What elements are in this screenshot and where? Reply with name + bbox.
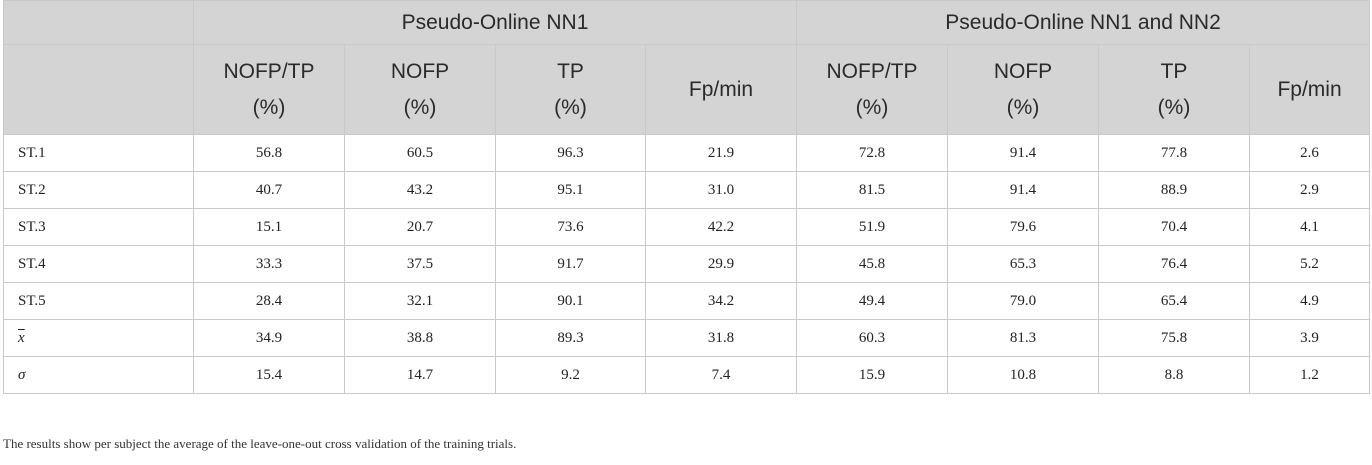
- table-cell: 88.9: [1098, 171, 1251, 209]
- table-cell: 91.7: [495, 245, 646, 283]
- table-cell: 81.5: [796, 171, 949, 209]
- column-header: NOFP/TP (%): [193, 44, 345, 135]
- table-cell: 34.9: [193, 319, 345, 357]
- table-cell: 15.9: [796, 356, 949, 394]
- table-row: ST.2 40.7 43.2 95.1 31.0 81.5 91.4 88.9 …: [3, 171, 1371, 209]
- table-cell: 45.8: [796, 245, 949, 283]
- table-cell: 60.5: [344, 134, 496, 172]
- corner-cell-2: [3, 44, 194, 135]
- table-cell: 20.7: [344, 208, 496, 246]
- table-cell: 79.0: [947, 282, 1100, 320]
- table-cell: 60.3: [796, 319, 949, 357]
- table-cell: 33.3: [193, 245, 345, 283]
- table-cell: 31.0: [644, 171, 798, 209]
- table-cell: 15.1: [193, 208, 345, 246]
- table-cell: 7.4: [644, 356, 798, 394]
- table-cell: 43.2: [344, 171, 496, 209]
- table-cell: 1.2: [1249, 356, 1371, 394]
- table-cell: 91.4: [947, 171, 1100, 209]
- table-row: ST.5 28.4 32.1 90.1 34.2 49.4 79.0 65.4 …: [3, 282, 1371, 320]
- table-cell: 90.1: [495, 282, 646, 320]
- table-row-std: σ 15.4 14.7 9.2 7.4 15.9 10.8 8.8 1.2: [3, 356, 1371, 394]
- table-cell: 75.8: [1098, 319, 1251, 357]
- table-cell: 65.4: [1098, 282, 1251, 320]
- corner-cell: [3, 0, 194, 45]
- row-label: ST.2: [3, 171, 194, 209]
- table-cell: 79.6: [947, 208, 1100, 246]
- table-cell: 29.9: [644, 245, 798, 283]
- group-header-nn1: Pseudo-Online NN1: [192, 0, 798, 45]
- table-cell: 91.4: [947, 134, 1100, 172]
- table-row: ST.1 56.8 60.5 96.3 21.9 72.8 91.4 77.8 …: [3, 134, 1371, 172]
- table-cell: 76.4: [1098, 245, 1251, 283]
- table-cell: 32.1: [344, 282, 496, 320]
- column-header: NOFP (%): [947, 44, 1100, 135]
- table-cell: 70.4: [1098, 208, 1251, 246]
- table-cell: 89.3: [495, 319, 646, 357]
- row-label: ST.5: [3, 282, 194, 320]
- table-cell: 49.4: [796, 282, 949, 320]
- table-cell: 21.9: [644, 134, 798, 172]
- table-cell: 3.9: [1249, 319, 1371, 357]
- group-header-nn1-nn2: Pseudo-Online NN1 and NN2: [796, 0, 1371, 45]
- table-cell: 81.3: [947, 319, 1100, 357]
- table-cell: 40.7: [193, 171, 345, 209]
- table-cell: 15.4: [193, 356, 345, 394]
- table-row: ST.4 33.3 37.5 91.7 29.9 45.8 65.3 76.4 …: [3, 245, 1371, 283]
- table-cell: 73.6: [495, 208, 646, 246]
- row-label: ST.1: [3, 134, 194, 172]
- table-cell: 42.2: [644, 208, 798, 246]
- table-cell: 14.7: [344, 356, 496, 394]
- row-label-mean: x: [3, 319, 194, 357]
- group-header-row: Pseudo-Online NN1 Pseudo-Online NN1 and …: [3, 0, 1371, 45]
- column-header: TP (%): [1098, 44, 1251, 135]
- table-cell: 72.8: [796, 134, 949, 172]
- table-cell: 38.8: [344, 319, 496, 357]
- row-label-std: σ: [3, 356, 194, 394]
- column-header: Fp/min: [1249, 44, 1371, 135]
- table-cell: 65.3: [947, 245, 1100, 283]
- table-cell: 10.8: [947, 356, 1100, 394]
- table-cell: 2.9: [1249, 171, 1371, 209]
- table-cell: 28.4: [193, 282, 345, 320]
- table-cell: 34.2: [644, 282, 798, 320]
- column-header-row: NOFP/TP (%) NOFP (%) TP (%) Fp/min NOFP/TP(…: [3, 44, 1371, 135]
- table-footnote: The results show per subject the average…: [3, 436, 517, 451]
- table-cell: 95.1: [495, 171, 646, 209]
- table-cell: 5.2: [1249, 245, 1371, 283]
- table-cell: 9.2: [495, 356, 646, 394]
- table-cell: 51.9: [796, 208, 949, 246]
- results-table: Pseudo-Online NN1 Pseudo-Online NN1 and …: [3, 0, 1371, 394]
- row-label: ST.3: [3, 208, 194, 246]
- column-header: TP (%): [495, 44, 646, 135]
- row-label: ST.4: [3, 245, 194, 283]
- table-cell: 56.8: [193, 134, 345, 172]
- table-cell: 4.1: [1249, 208, 1371, 246]
- table-cell: 96.3: [495, 134, 646, 172]
- column-header: NOFP/TP (%): [796, 44, 949, 135]
- table-cell: 37.5: [344, 245, 496, 283]
- table-cell: 2.6: [1249, 134, 1371, 172]
- table-row: ST.3 15.1 20.7 73.6 42.2 51.9 79.6 70.4 …: [3, 208, 1371, 246]
- table-cell: 8.8: [1098, 356, 1251, 394]
- table-cell: 77.8: [1098, 134, 1251, 172]
- column-header: NOFP (%): [344, 44, 496, 135]
- table-cell: 4.9: [1249, 282, 1371, 320]
- table-row-mean: x 34.9 38.8 89.3 31.8 60.3 81.3 75.8 3.9: [3, 319, 1371, 357]
- column-header: Fp/min: [644, 44, 798, 135]
- table-cell: 31.8: [644, 319, 798, 357]
